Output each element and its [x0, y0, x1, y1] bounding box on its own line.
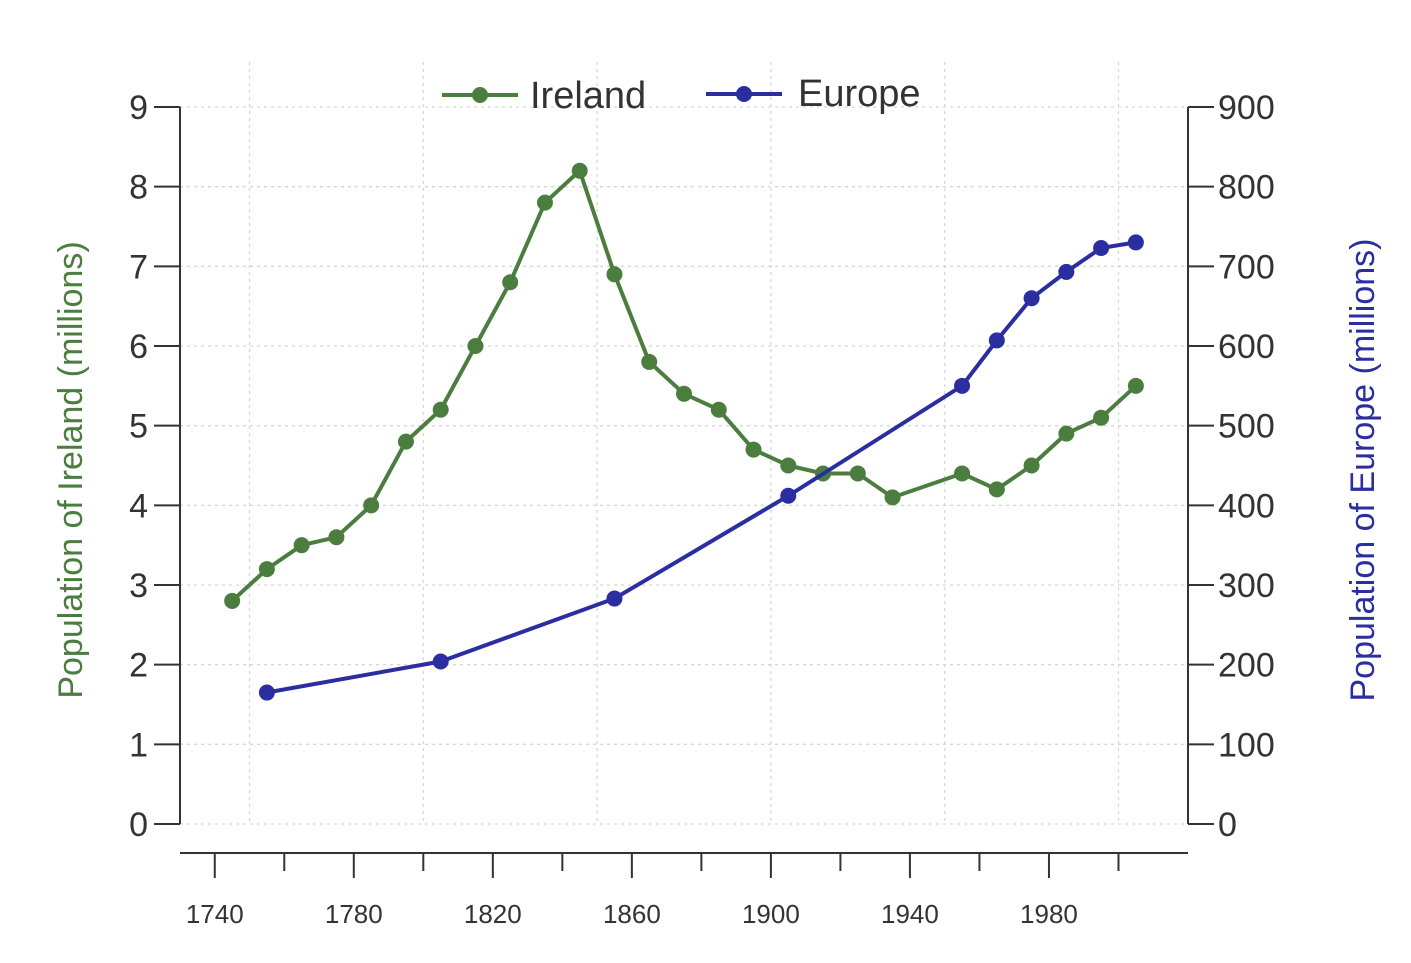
x-tick-label: 1940 [881, 899, 939, 929]
y-right-tick-label: 300 [1218, 567, 1275, 605]
y-axis-left-title: Population of Ireland (millions) [52, 241, 90, 698]
y-right-tick-label: 0 [1218, 806, 1237, 844]
data-point-europe [258, 684, 275, 701]
data-point-ireland [849, 465, 866, 482]
data-point-ireland [328, 529, 345, 546]
data-point-ireland [258, 561, 275, 578]
y-left-tick-label: 5 [129, 408, 148, 446]
data-point-europe [954, 377, 971, 394]
data-point-ireland [710, 401, 727, 418]
data-point-ireland [780, 457, 797, 474]
data-point-ireland [884, 489, 901, 506]
legend-label-ireland: Ireland [530, 75, 646, 117]
data-point-ireland [988, 481, 1005, 498]
y-right-tick-label: 100 [1218, 726, 1275, 764]
y-left-tick-label: 6 [129, 328, 148, 366]
data-point-ireland [397, 433, 414, 450]
y-right-tick-label: 800 [1218, 169, 1275, 207]
y-left-tick-label: 3 [129, 567, 148, 605]
legend-marker-ireland [472, 87, 488, 103]
data-point-ireland [432, 401, 449, 418]
data-point-europe [988, 332, 1005, 349]
legend-marker-europe [736, 86, 752, 102]
data-point-ireland [641, 353, 658, 370]
y-axis-right-title: Population of Europe (millions) [1344, 238, 1382, 701]
x-tick-label: 1820 [464, 899, 522, 929]
y-right-tick-label: 200 [1218, 647, 1275, 685]
grid-lines [180, 62, 1188, 825]
series [224, 162, 1144, 701]
data-point-europe [780, 487, 797, 504]
data-point-ireland [293, 537, 310, 554]
data-point-ireland [1058, 425, 1075, 442]
y-right-tick-label: 700 [1218, 248, 1275, 286]
y-right-tick-label: 900 [1218, 89, 1275, 127]
y-left-tick-label: 9 [129, 89, 148, 127]
data-point-ireland [1093, 409, 1110, 426]
data-point-ireland [571, 162, 588, 179]
data-point-ireland [1023, 457, 1040, 474]
data-point-ireland [536, 194, 553, 211]
data-point-europe [1093, 240, 1110, 257]
y-left-tick-label: 4 [129, 487, 148, 525]
data-point-ireland [363, 497, 380, 514]
legend-entry-ireland: Ireland [442, 75, 646, 117]
data-point-ireland [606, 266, 623, 283]
y-right-tick-label: 500 [1218, 408, 1275, 446]
y-left-tick-label: 0 [129, 806, 148, 844]
x-tick-label: 1740 [186, 899, 244, 929]
legend-label-europe: Europe [798, 73, 921, 115]
data-point-ireland [502, 274, 519, 291]
data-point-europe [606, 590, 623, 607]
data-point-europe [1023, 290, 1040, 307]
legend-entry-europe: Europe [706, 73, 921, 115]
x-tick-label: 1780 [325, 899, 383, 929]
axes [154, 106, 1214, 878]
x-tick-label: 1980 [1020, 899, 1078, 929]
y-left-tick-label: 2 [129, 647, 148, 685]
data-point-europe [1058, 263, 1075, 280]
y-right-tick-label: 400 [1218, 487, 1275, 525]
data-point-ireland [676, 385, 692, 402]
x-tick-label: 1900 [742, 899, 800, 929]
data-point-ireland [1127, 377, 1144, 394]
data-point-ireland [224, 592, 241, 609]
data-point-europe [432, 653, 449, 670]
y-right-tick-label: 600 [1218, 328, 1275, 366]
data-point-europe [1127, 234, 1144, 251]
legend: Ireland Europe [442, 73, 921, 117]
tick-labels: 0 1 2 3 4 5 6 7 8 9 0 100 200 300 400 500 600 700 800 900 17… [129, 89, 1275, 929]
y-left-tick-label: 1 [129, 726, 148, 764]
data-point-ireland [467, 338, 484, 354]
y-left-tick-label: 8 [129, 169, 148, 207]
y-left-tick-label: 7 [129, 248, 148, 286]
data-point-ireland [954, 465, 971, 482]
series-line-europe [264, 240, 1138, 695]
x-tick-label: 1860 [603, 899, 661, 929]
data-point-ireland [745, 441, 762, 458]
